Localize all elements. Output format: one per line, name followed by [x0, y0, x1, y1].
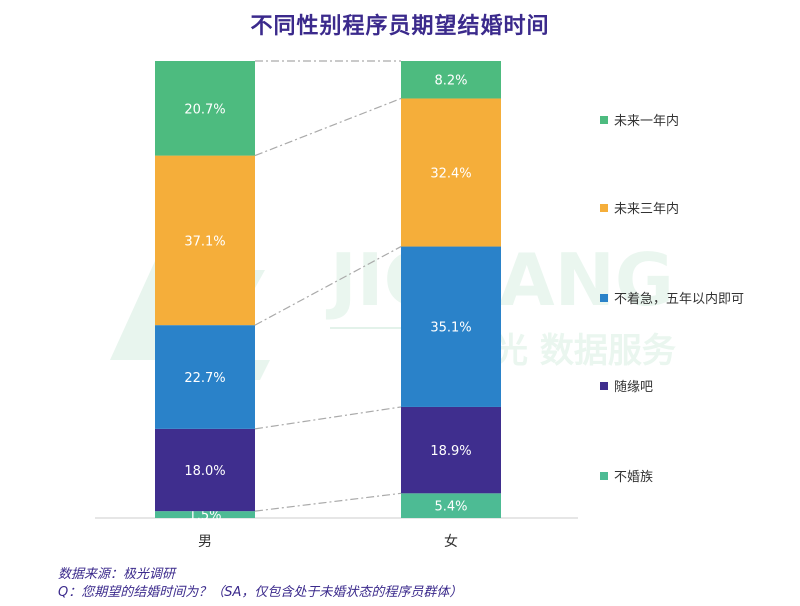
legend-label: 未来三年内	[614, 202, 680, 217]
bar-segment-1-0	[401, 493, 501, 518]
data-label-0-4: 20.7%	[184, 102, 225, 117]
connector-line-1	[254, 406, 402, 430]
chart-title: 不同性别程序员期望结婚时间	[250, 14, 550, 39]
data-label-1-2: 35.1%	[430, 321, 471, 336]
legend-item-2: 不着急，五年以内即可	[600, 288, 744, 307]
data-label-0-1: 18.0%	[184, 464, 225, 479]
connector-line-0	[254, 492, 402, 512]
data-label-1-1: 18.9%	[430, 444, 471, 459]
data-label-1-3: 32.4%	[430, 167, 471, 182]
bar-segment-0-4	[155, 61, 255, 156]
legend-item-3: 随缘吧	[600, 376, 653, 395]
legend-swatch	[600, 293, 608, 302]
bar-segment-1-4	[401, 61, 501, 99]
data-label-0-0: 1.5%	[188, 509, 221, 524]
bar-segment-0-2	[155, 325, 255, 429]
category-label-1: 女	[444, 533, 458, 550]
bar-segment-1-1	[401, 406, 501, 494]
source-line: 数据来源：极光调研	[58, 567, 176, 582]
legend-swatch	[600, 471, 608, 480]
connector-line-3	[254, 97, 402, 157]
bar-segment-0-1	[155, 428, 255, 512]
bar-segment-1-2	[401, 246, 501, 407]
legend-label: 随缘吧	[614, 380, 654, 395]
legend-swatch	[600, 381, 608, 390]
connector-line-2	[254, 246, 402, 326]
bar-segment-0-0	[155, 511, 255, 518]
category-label-0: 男	[198, 534, 212, 550]
bar-segment-0-3	[155, 155, 255, 326]
bar-segment-1-3	[401, 98, 501, 247]
source-note: 数据来源：极光调研 Q：您期望的结婚时间为？（SA，仅包含处于未婚状态的程序员群…	[58, 566, 462, 602]
data-label-0-3: 37.1%	[184, 234, 225, 249]
legend-label: 未来一年内	[614, 114, 680, 129]
legend-item-4: 不婚族	[600, 466, 653, 485]
legend-swatch	[600, 115, 608, 124]
question-line: Q：您期望的结婚时间为？（SA，仅包含处于未婚状态的程序员群体）	[58, 585, 463, 600]
data-label-1-4: 8.2%	[434, 74, 467, 89]
legend-label: 不婚族	[614, 470, 654, 485]
legend-swatch	[600, 203, 608, 212]
data-label-1-0: 5.4%	[434, 500, 467, 515]
legend-item-1: 未来三年内	[600, 198, 679, 217]
data-label-0-2: 22.7%	[184, 371, 225, 386]
legend-label: 不着急，五年以内即可	[614, 292, 745, 307]
legend: 未来一年内未来三年内不着急，五年以内即可 随缘吧不婚族	[600, 0, 800, 560]
legend-item-0: 未来一年内	[600, 110, 679, 129]
